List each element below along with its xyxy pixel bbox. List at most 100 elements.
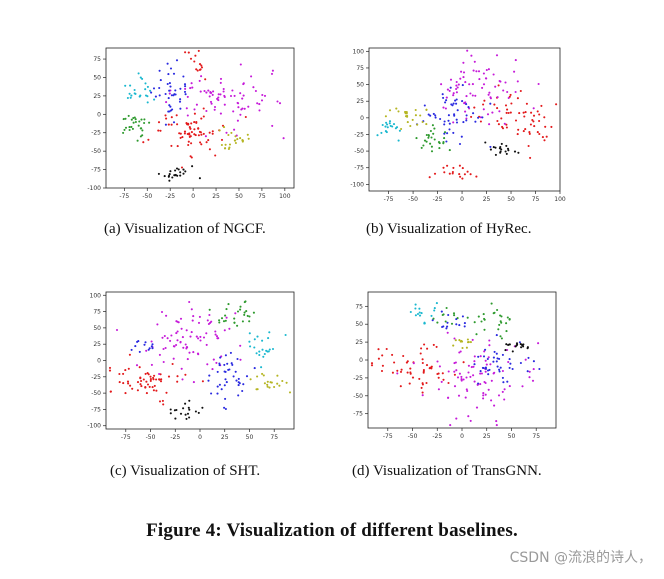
scatter-point: [153, 374, 156, 377]
scatter-point: [446, 325, 449, 328]
scatter-point: [260, 366, 263, 369]
scatter-point: [151, 343, 154, 346]
scatter-point: [425, 108, 428, 111]
y-tick-label: -25: [91, 130, 101, 137]
scatter-point: [448, 172, 451, 175]
scatter-point: [169, 85, 172, 88]
scatter-point: [470, 54, 473, 57]
y-tick-label: 75: [355, 303, 363, 310]
y-tick-label: -25: [353, 375, 363, 382]
scatter-point: [175, 167, 179, 170]
scatter-point: [524, 128, 527, 131]
scatter-point: [229, 351, 232, 354]
scatter-point: [226, 362, 229, 365]
x-tick-label: -50: [408, 433, 418, 440]
scatter-point: [231, 363, 234, 366]
scatter-point: [523, 115, 526, 118]
scatter-point: [470, 115, 473, 118]
scatter-point: [173, 409, 176, 412]
scatter-point: [271, 347, 275, 351]
scatter-point: [162, 347, 165, 351]
scatter-point: [236, 324, 239, 327]
scatter-point: [175, 332, 178, 335]
scatter-point: [483, 350, 486, 353]
scatter-point: [169, 339, 172, 342]
scatter-point: [445, 306, 448, 310]
scatter-point: [184, 51, 187, 54]
scatter-point: [288, 391, 292, 394]
scatter-point: [514, 119, 518, 122]
scatter-point: [262, 374, 265, 377]
scatter-point: [218, 321, 221, 324]
scatter-point: [504, 81, 507, 84]
scatter-point: [397, 139, 400, 142]
scatter-point: [471, 83, 474, 86]
scatter-point: [452, 166, 455, 169]
scatter-panel: -75 -50 -25 0 25 50 75 100 -100 -75 -50 -25 0 25 50 75 1…: [350, 47, 566, 203]
scatter-point: [146, 85, 149, 88]
scatter-point: [144, 386, 147, 389]
scatter-point: [241, 139, 244, 142]
scatter-point: [158, 378, 161, 381]
scatter-point: [241, 320, 244, 323]
scatter-point: [458, 173, 461, 176]
scatter-point: [169, 105, 172, 108]
scatter-point: [200, 143, 203, 146]
scatter-point: [228, 143, 232, 146]
scatter-point: [543, 139, 546, 142]
y-tick-label: -75: [354, 165, 364, 172]
scatter-point: [503, 388, 506, 391]
scatter-point: [469, 173, 472, 176]
scatter-point: [444, 107, 447, 110]
scatter-point: [497, 123, 500, 126]
scatter-point: [212, 90, 215, 93]
scatter-point: [248, 340, 251, 343]
scatter-point: [254, 89, 257, 93]
scatter-point: [239, 358, 242, 361]
scatter-point: [234, 139, 237, 142]
scatter-point: [442, 106, 445, 109]
scatter-point: [262, 355, 265, 358]
scatter-point: [149, 379, 152, 382]
scatter-point: [191, 319, 194, 322]
scatter-point: [370, 362, 374, 365]
scatter-point: [171, 176, 174, 179]
scatter-point: [493, 103, 496, 106]
scatter-point: [268, 348, 271, 351]
scatter-point: [200, 133, 203, 136]
scatter-point: [271, 69, 274, 72]
scatter-point: [181, 136, 184, 139]
scatter-point: [486, 113, 490, 116]
scatter-point: [537, 82, 540, 86]
scatter-point: [538, 132, 541, 136]
scatter-point: [122, 372, 125, 375]
scatter-point: [432, 132, 435, 135]
scatter-point: [501, 376, 504, 379]
scatter-point: [493, 311, 496, 314]
scatter-point: [447, 396, 450, 399]
scatter-point: [128, 92, 131, 95]
y-tick-label: -25: [354, 131, 364, 138]
x-tick-label: 50: [246, 434, 254, 441]
scatter-point: [414, 303, 417, 306]
scatter-point: [223, 384, 226, 387]
scatter-point: [466, 389, 469, 393]
scatter-point: [454, 361, 457, 364]
scatter-point: [172, 72, 176, 75]
scatter-point: [454, 99, 457, 102]
scatter-point: [540, 104, 543, 107]
scatter-point: [460, 379, 463, 382]
scatter-point: [190, 331, 193, 334]
scatter-point: [446, 331, 449, 334]
scatter-point: [505, 322, 508, 325]
scatter-point: [193, 108, 196, 111]
scatter-point: [455, 417, 458, 420]
scatter-point: [449, 86, 452, 89]
scatter-point: [179, 174, 182, 177]
scatter-point: [144, 88, 147, 91]
scatter-point: [412, 362, 415, 365]
scatter-point: [258, 350, 261, 353]
scatter-point: [188, 300, 191, 304]
scatter-point: [191, 165, 194, 168]
scatter-point: [199, 339, 202, 342]
